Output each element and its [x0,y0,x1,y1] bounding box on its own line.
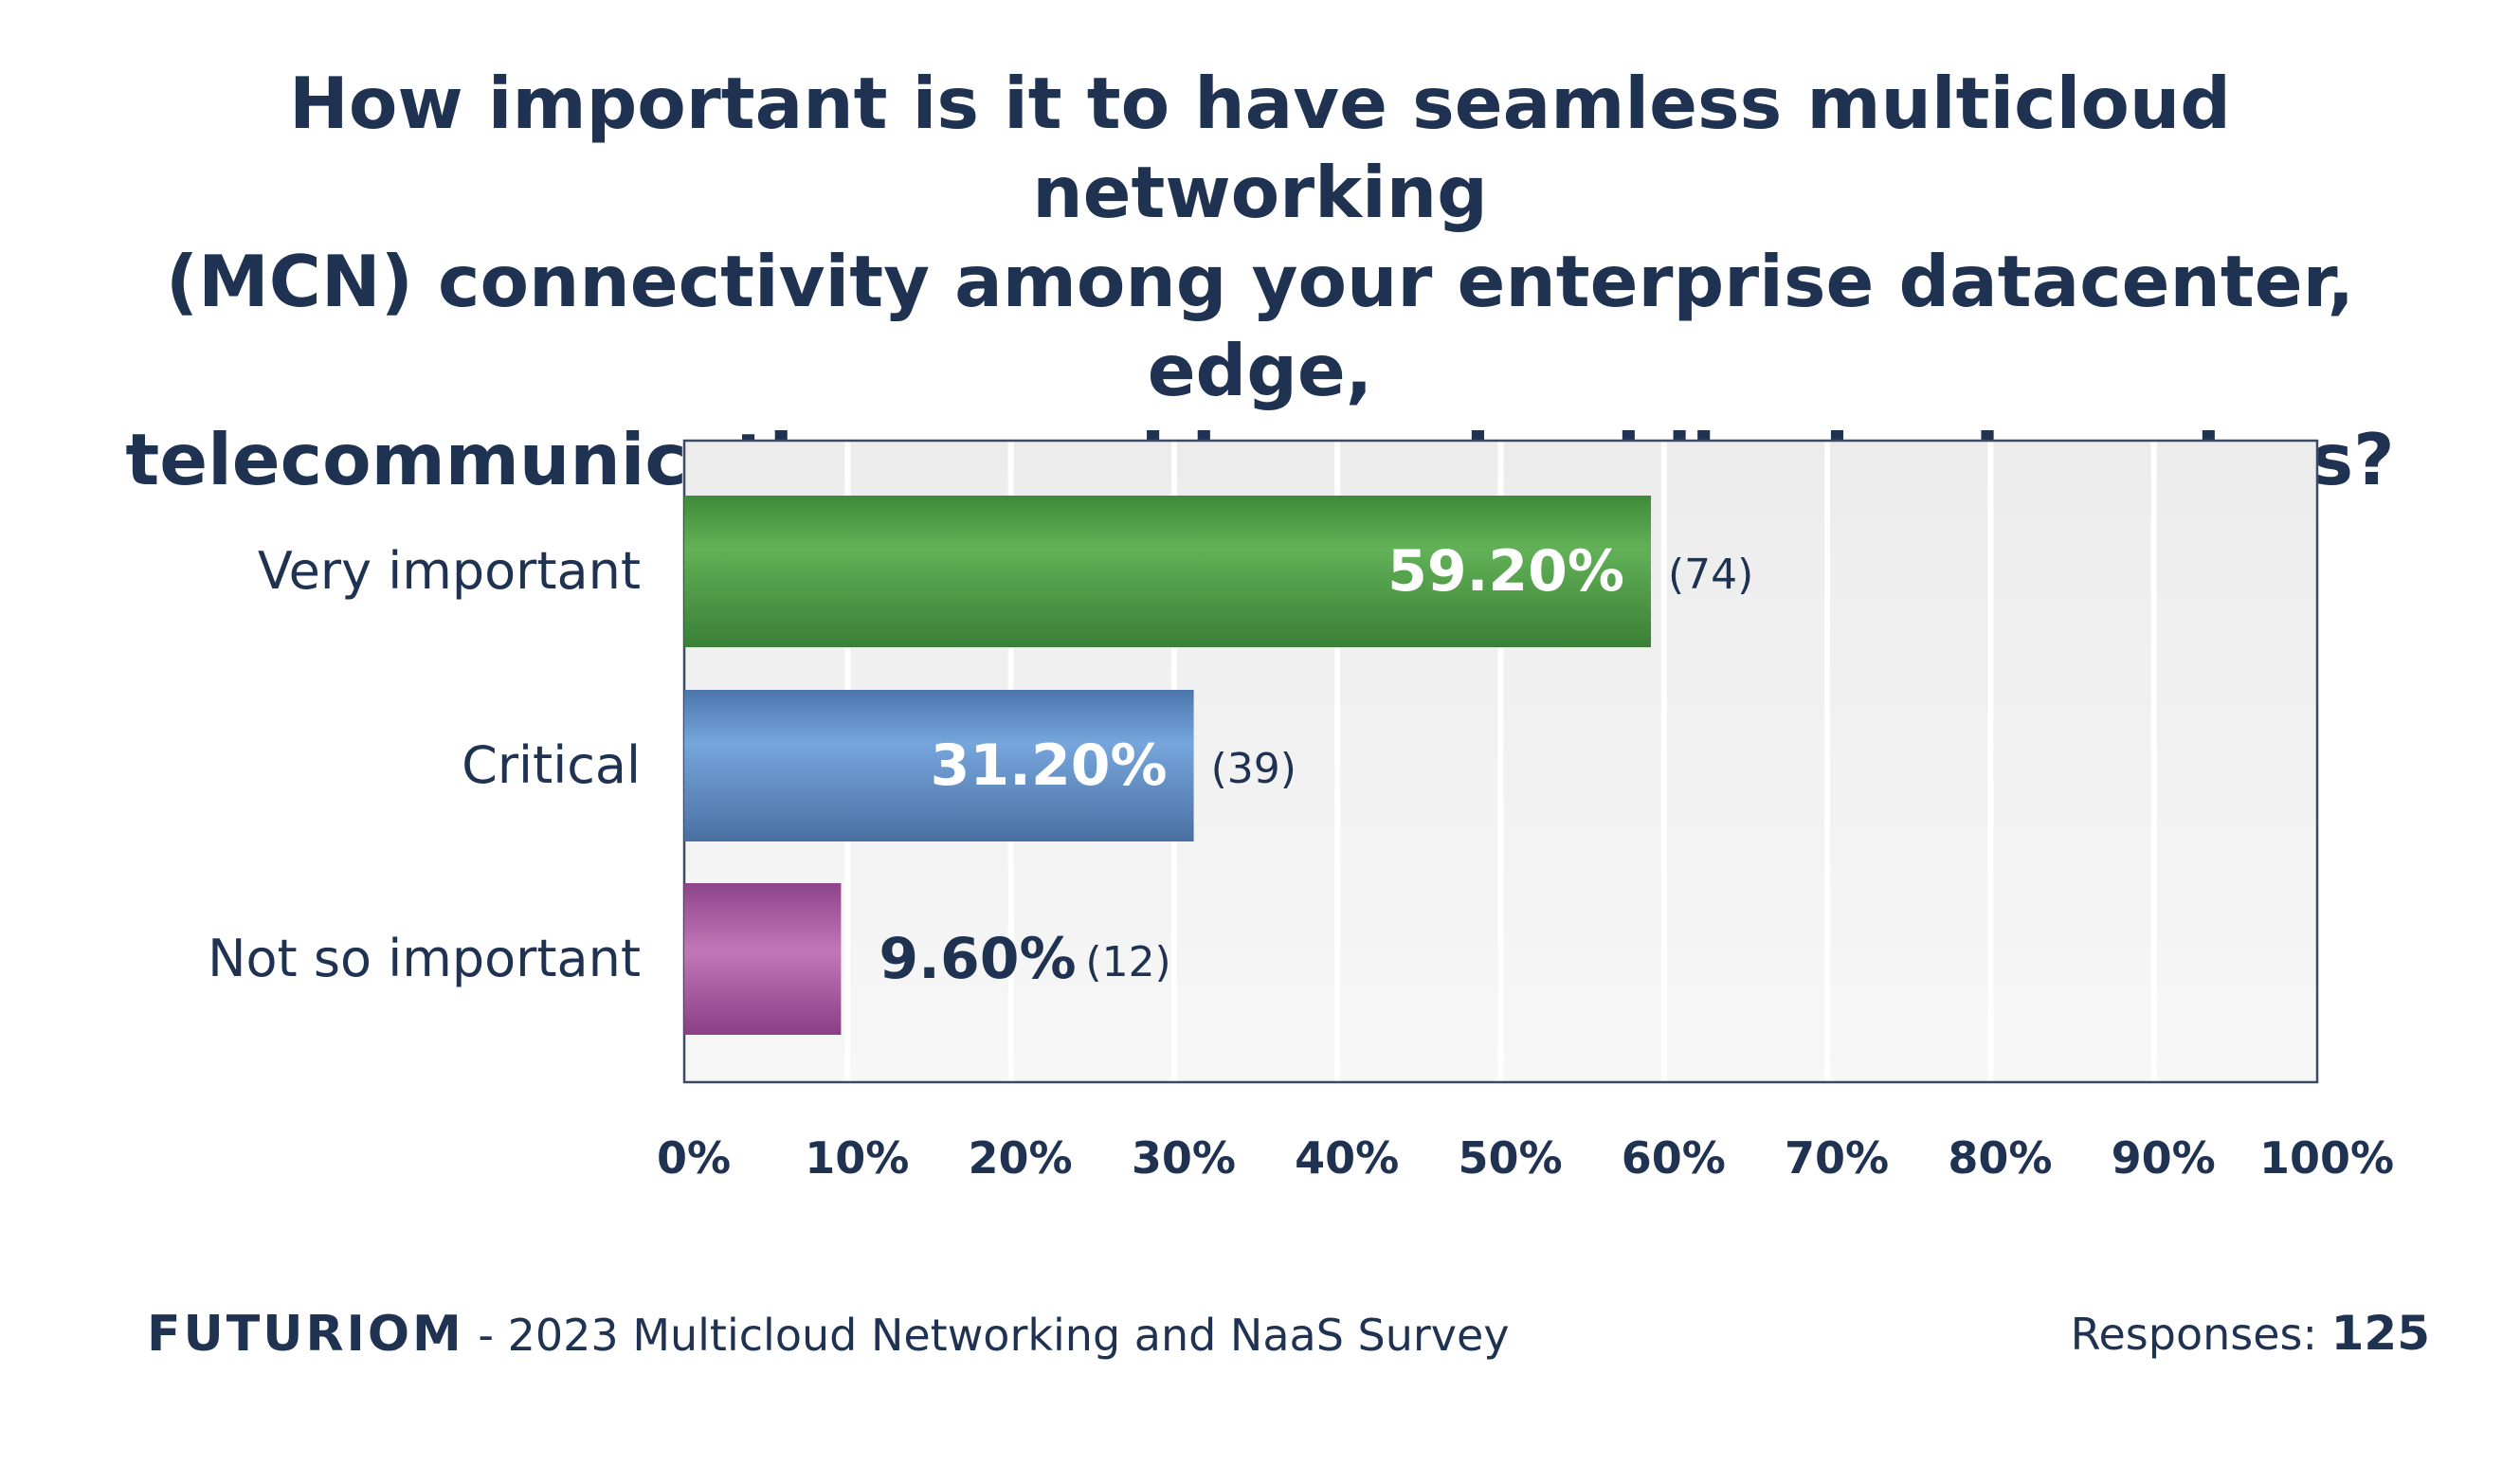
survey-name: - 2023 Multicloud Networking and NaaS Su… [463,1310,1510,1361]
bars [684,496,1652,1035]
bar [684,690,1194,841]
x-tick-label: 10% [805,1132,909,1184]
bar [684,883,842,1035]
brand-logo: FUTURIOM [147,1306,464,1363]
x-tick-label: 20% [969,1132,1073,1184]
category-label: Very important [258,541,641,601]
count-label: (74) [1668,551,1753,599]
count-label: (12) [1085,938,1170,986]
footer-source: FUTURIOM - 2023 Multicloud Networking an… [147,1306,1510,1363]
value-label: 9.60% [879,926,1076,992]
x-tick-label: 90% [2112,1132,2216,1184]
count-labels: (74) (39) (12) [1085,551,1753,986]
x-tick-label: 40% [1295,1132,1399,1184]
x-tick-label: 50% [1458,1132,1562,1184]
value-labels: 59.20% 31.20% 9.60% [879,538,1624,992]
bar [684,496,1652,647]
x-tick-label: 60% [1622,1132,1726,1184]
x-tick-label: 30% [1132,1132,1236,1184]
category-labels: Very important Critical Not so important [208,541,641,988]
responses-label: Responses: [2070,1309,2331,1360]
value-label: 31.20% [931,732,1168,799]
count-label: (39) [1211,745,1296,793]
x-tick-label: 100% [2259,1132,2394,1184]
title-line-2: (MCN) connectivity among your enterprise… [165,240,2355,412]
bar-chart: Very important Critical Not so important 5… [208,439,2394,1184]
responses-value: 125 [2330,1306,2430,1361]
x-tick-labels: 0% 10% 20% 30% 40% 50% 60% 70% 80% 90% 100% [657,1132,2394,1184]
footer-responses: Responses: 125 [2071,1306,2430,1361]
value-label: 59.20% [1387,538,1624,605]
category-label: Not so important [208,929,641,988]
title-line-1: How important is it to have seamless mul… [289,62,2231,234]
category-label: Critical [462,735,641,795]
x-tick-label: 70% [1785,1132,1889,1184]
x-tick-label: 0% [657,1132,731,1184]
x-tick-label: 80% [1948,1132,2052,1184]
